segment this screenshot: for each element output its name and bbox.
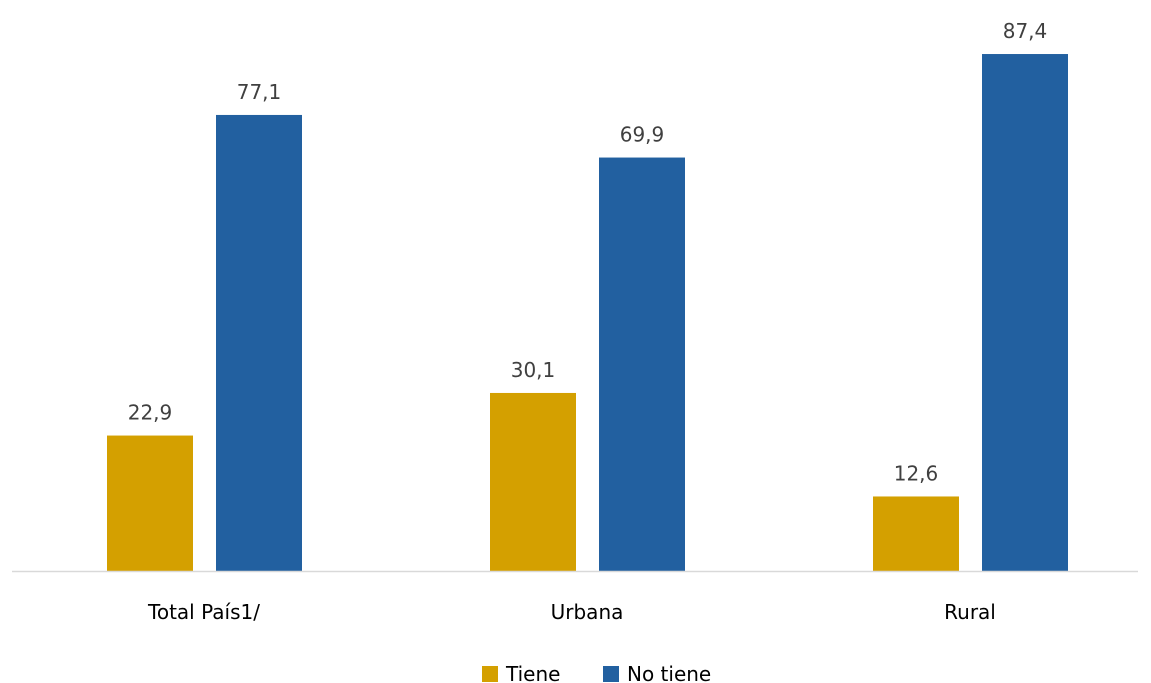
bars-group bbox=[107, 54, 1068, 572]
data-label-tiene-1: 30,1 bbox=[511, 358, 556, 382]
legend-swatch-no-tiene bbox=[603, 666, 619, 682]
category-label-0: Total País1/ bbox=[147, 600, 260, 624]
data-label-no-tiene-1: 69,9 bbox=[620, 123, 665, 147]
legend: Tiene No tiene bbox=[482, 662, 711, 683]
bar-tiene-1 bbox=[490, 392, 576, 571]
data-label-no-tiene-0: 77,1 bbox=[237, 80, 282, 104]
data-label-tiene-2: 12,6 bbox=[894, 461, 939, 485]
legend-label-no-tiene: No tiene bbox=[627, 662, 711, 683]
bar-no-tiene-0 bbox=[216, 114, 302, 572]
category-label-2: Rural bbox=[944, 600, 996, 624]
value-labels-group: 22,9 77,1 30,1 69,9 12,6 87,4 bbox=[128, 19, 1048, 485]
legend-label-tiene: Tiene bbox=[505, 662, 560, 683]
data-label-tiene-0: 22,9 bbox=[128, 401, 173, 425]
bar-tiene-2 bbox=[873, 496, 959, 571]
category-labels-group: Total País1/Urbana Rural bbox=[147, 600, 996, 624]
bar-no-tiene-2 bbox=[982, 54, 1068, 572]
bar-tiene-0 bbox=[107, 435, 193, 571]
bar-no-tiene-1 bbox=[599, 157, 685, 571]
category-label-1: Urbana bbox=[551, 600, 624, 624]
data-label-no-tiene-2: 87,4 bbox=[1003, 19, 1048, 43]
legend-swatch-tiene bbox=[482, 666, 498, 682]
